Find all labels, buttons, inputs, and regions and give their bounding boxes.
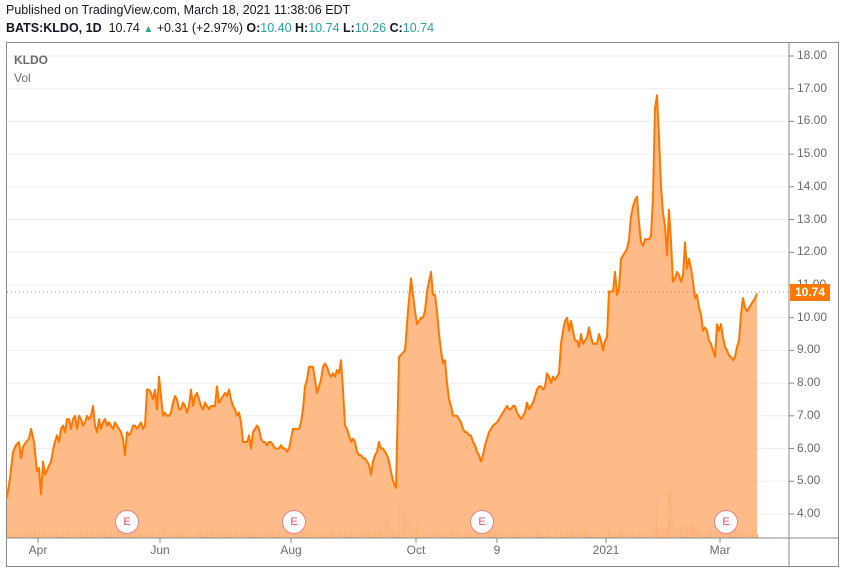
published-line: Published on TradingView.com, March 18, …: [6, 3, 351, 17]
time-axis-ticks: [37, 538, 721, 543]
price-axis-label: 14.00: [797, 178, 828, 193]
price-axis-label: 10.00: [797, 309, 828, 324]
close-value: 10.74: [402, 21, 435, 35]
close-label: C:: [389, 21, 403, 35]
price-axis-label: 18.00: [797, 48, 828, 62]
price-axis-ticks: [789, 55, 794, 515]
time-axis-label: Aug: [280, 543, 302, 557]
high-label: H:: [295, 21, 309, 35]
legend-volume[interactable]: Vol: [14, 71, 31, 85]
time-axis-label: Mar: [709, 543, 731, 557]
price-axis-label: 8.00: [797, 375, 821, 390]
earnings-marker[interactable]: E: [282, 510, 306, 534]
open-value: 10.40: [260, 21, 292, 35]
price-axis-label: 4.00: [797, 505, 821, 520]
price-axis-label: 15.00: [797, 146, 828, 161]
price-change: +0.31 (+2.97%): [156, 21, 243, 35]
legend-symbol[interactable]: KLDO: [14, 53, 48, 67]
price-axis-label: 13.00: [797, 211, 828, 226]
time-axis-label: Jun: [150, 543, 170, 557]
price-axis-label: 17.00: [797, 80, 828, 95]
up-arrow-icon: ▲: [143, 24, 154, 35]
symbol-ohlc-line: BATS:KLDO, 1D 10.74 ▲ +0.31 (+2.97%) O:1…: [6, 21, 434, 35]
high-value: 10.74: [308, 21, 340, 35]
price-axis-label: 5.00: [797, 473, 821, 488]
last-price-tag: 10.74: [790, 284, 830, 301]
earnings-marker[interactable]: E: [115, 510, 139, 534]
symbol-timeframe: BATS:KLDO, 1D: [6, 21, 102, 35]
chart-frame: [6, 42, 839, 567]
low-label: L:: [343, 21, 355, 35]
time-axis-label: Apr: [28, 543, 48, 557]
earnings-marker[interactable]: E: [470, 510, 494, 534]
price-axis-label: 6.00: [797, 440, 821, 455]
price-axis-label: 9.00: [797, 342, 821, 357]
low-value: 10.26: [354, 21, 387, 35]
price-axis-label: 7.00: [797, 407, 821, 422]
price-area: [7, 95, 757, 539]
earnings-marker[interactable]: E: [714, 510, 738, 534]
price-line: [6, 94, 758, 498]
time-axis-label: Oct: [406, 543, 426, 557]
price-axis-label: 16.00: [797, 113, 828, 128]
time-axis-label: 2021: [592, 543, 620, 557]
price-axis-label: 12.00: [797, 244, 828, 259]
time-axis-label: 9: [493, 543, 501, 557]
open-label: O:: [246, 21, 261, 35]
last-price: 10.74: [108, 21, 140, 35]
